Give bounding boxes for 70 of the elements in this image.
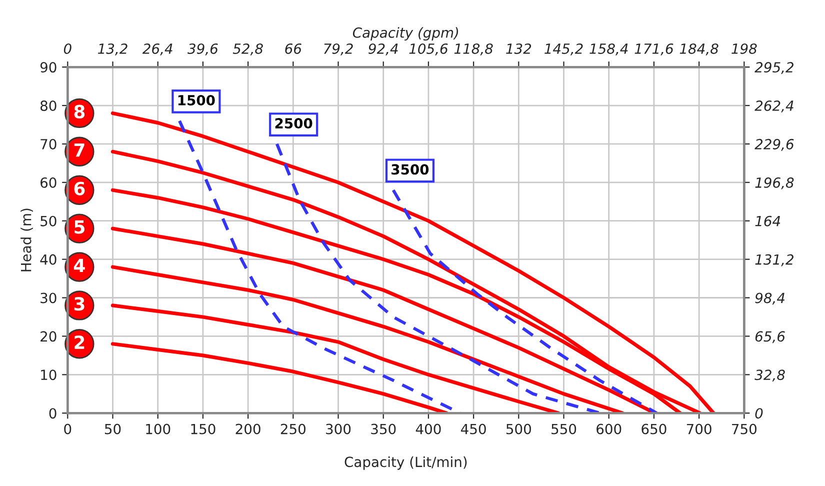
y2-tick-label: 295,2 [754, 62, 794, 74]
y2-tick-label: 0 [755, 408, 763, 419]
x-tick-label: 300 [326, 424, 351, 434]
x2-tick-label: 158,4 [590, 43, 628, 56]
legend-label: 5 [74, 220, 84, 234]
x-tick-label: 0 [64, 424, 72, 434]
x2-tick-label: 105,6 [409, 43, 448, 56]
y2-tick-label: 131,2 [755, 254, 794, 266]
x-tick-label: 100 [146, 424, 170, 434]
x-tick-label: 250 [280, 424, 306, 434]
y-tick-label: 40 [40, 254, 56, 265]
x2-tick-label: 118,8 [454, 43, 493, 56]
x2-tick-label: 52,8 [232, 43, 263, 56]
legend-label: 7 [74, 143, 84, 157]
x-axis-title: Capacity (Lit/min) [344, 456, 467, 470]
x2-tick-label: 79,2 [324, 43, 353, 56]
x-tick-label: 350 [371, 424, 396, 434]
x-tick-label: 650 [642, 424, 666, 434]
x-tick-label: 600 [596, 424, 622, 434]
line-series [110, 304, 560, 414]
y-tick-label: 30 [40, 292, 56, 304]
y2-tick-label: 229,6 [754, 138, 794, 151]
x2-tick-label: 66 [285, 43, 302, 54]
x2-tick-label: 184,8 [680, 43, 718, 56]
y-tick-label: 70 [40, 138, 56, 150]
legend-label: 6 [74, 182, 85, 196]
x2-tick-label: 171,6 [634, 43, 674, 56]
legend-label: 4 [74, 258, 85, 272]
y-tick-label: 80 [40, 100, 56, 111]
x2-tick-label: 0 [64, 43, 72, 54]
x2-tick-label: 132 [506, 43, 532, 54]
y2-tick-label: 164 [755, 216, 780, 226]
x-tick-label: 700 [686, 424, 712, 434]
y2-tick-label: 196,8 [755, 177, 794, 190]
line-series [110, 342, 448, 414]
y2-tick-label: 98,4 [755, 292, 784, 305]
y-tick-label: 20 [40, 331, 56, 342]
x2-tick-label: 145,2 [544, 43, 583, 56]
y-tick-label: 90 [40, 62, 56, 73]
x-tick-label: 400 [416, 424, 441, 434]
x2-tick-label: 26,4 [142, 43, 172, 56]
x2-tick-label: 198 [732, 43, 757, 54]
y-tick-label: 50 [40, 216, 56, 226]
x-tick-label: 150 [191, 424, 216, 434]
y-axis-title: Head (m) [20, 208, 33, 272]
x-tick-label: 750 [732, 424, 756, 434]
line-series [392, 188, 658, 414]
x2-tick-label: 92,4 [368, 43, 398, 56]
x-tick-label: 200 [236, 424, 260, 434]
y2-tick-label: 32,8 [754, 370, 785, 382]
x2-tick-label: 39,6 [188, 43, 218, 56]
legend-label: 3 [74, 297, 84, 311]
line-series [275, 142, 602, 414]
y-tick-label: 10 [41, 370, 56, 380]
x2-axis-title: Capacity (gpm) [352, 27, 458, 41]
y-tick-label: 0 [49, 408, 56, 419]
legend-label: 2 [74, 335, 84, 349]
y-tick-label: 60 [40, 177, 56, 188]
y2-tick-label: 262,4 [754, 100, 794, 112]
line-series [110, 265, 624, 414]
series-label: 2500 [275, 118, 312, 129]
x-tick-label: 450 [460, 424, 486, 434]
x-tick-label: 500 [506, 424, 531, 434]
x2-tick-label: 13,2 [98, 43, 128, 56]
x-tick-label: 50 [104, 424, 121, 434]
y2-tick-label: 65,6 [755, 331, 785, 344]
series-label: 1500 [178, 94, 215, 106]
series-label: 3500 [392, 164, 429, 175]
x-tick-label: 550 [552, 424, 576, 434]
series-label: 8 [74, 104, 85, 118]
